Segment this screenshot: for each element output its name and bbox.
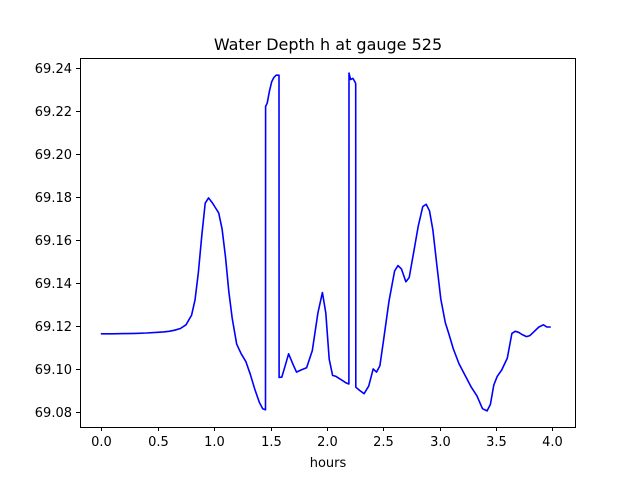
x-tick-label: 2.5: [373, 435, 394, 450]
y-tick-label: 69.22: [35, 105, 72, 120]
x-tick-label: 1.0: [204, 435, 225, 450]
y-tick-label: 69.16: [35, 234, 72, 249]
y-tick-label: 69.24: [35, 62, 72, 77]
y-tick-label: 69.14: [35, 277, 72, 292]
x-tick-label: 1.5: [261, 435, 282, 450]
x-tick-label: 3.5: [486, 435, 507, 450]
y-tick-label: 69.20: [35, 148, 72, 163]
y-tick-label: 69.12: [35, 320, 72, 335]
y-tick-label: 69.08: [35, 406, 72, 421]
x-tick-label: 0.5: [148, 435, 169, 450]
x-tick-label: 3.0: [430, 435, 451, 450]
chart-title: Water Depth h at gauge 525: [214, 35, 442, 54]
series-line: [100, 72, 552, 412]
series-layer: [100, 72, 552, 412]
x-axis: 0.0 0.5 1.0 1.5 2.0 2.5 3.0 3.5 4.0: [91, 427, 563, 450]
y-axis: 69.08 69.10 69.12 69.14 69.16 69.18 69.20 69.22…: [35, 62, 80, 421]
y-tick-label: 69.18: [35, 191, 72, 206]
x-tick-label: 0.0: [91, 435, 112, 450]
x-tick-label: 4.0: [542, 435, 563, 450]
plot-frame: [80, 58, 576, 428]
x-axis-label: hours: [310, 456, 347, 471]
y-tick-label: 69.10: [35, 363, 72, 378]
x-tick-label: 2.0: [317, 435, 338, 450]
